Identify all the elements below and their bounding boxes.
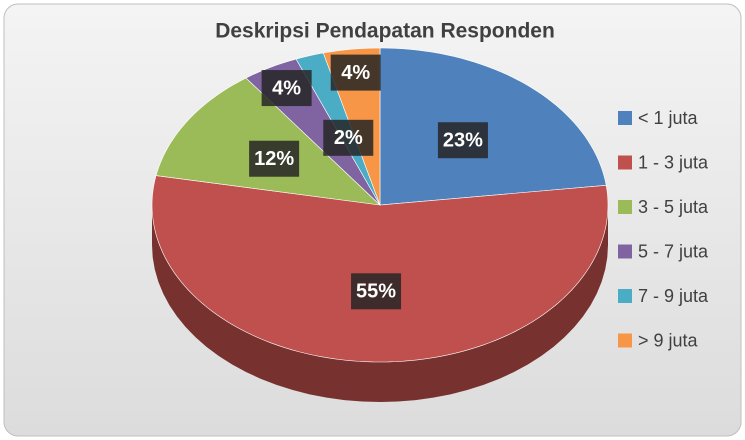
data-label: 4% [272,77,301,99]
data-label: 23% [443,130,483,152]
pie-slice [151,175,609,363]
data-label: 55% [356,281,396,303]
pie-sides [152,205,608,402]
pie-slice [379,47,607,206]
data-label-box [351,273,402,310]
data-label-box [437,122,488,159]
legend-label: 7 - 9 juta [638,286,709,306]
pie-tops [151,47,609,363]
legend-label: 5 - 7 juta [638,241,709,261]
data-label-box [330,54,381,91]
legend-swatch [618,111,632,125]
legend-label: 1 - 3 juta [638,152,709,172]
legend-label: > 9 juta [638,330,699,350]
legend: < 1 juta 1 - 3 juta 3 - 5 juta 5 - 7 juta 7 … [618,108,709,350]
legend-swatch [618,155,632,170]
data-label: 4% [341,62,370,84]
chart-title: Deskripsi Pendapatan Responden [215,20,555,43]
data-label: 2% [334,127,363,149]
legend-label: 3 - 5 juta [638,197,709,217]
data-label-box [323,119,374,156]
legend-swatch [618,244,632,259]
data-label-box [249,140,300,177]
legend-label: < 1 juta [638,108,699,128]
legend-swatch [618,289,632,303]
pie-side [152,205,608,402]
data-labels: 23% 55% 12% 4% 2% 4% [249,54,488,310]
data-label: 12% [254,148,294,170]
legend-swatch [618,333,632,348]
data-label-box [261,70,312,107]
legend-swatch [618,200,632,214]
